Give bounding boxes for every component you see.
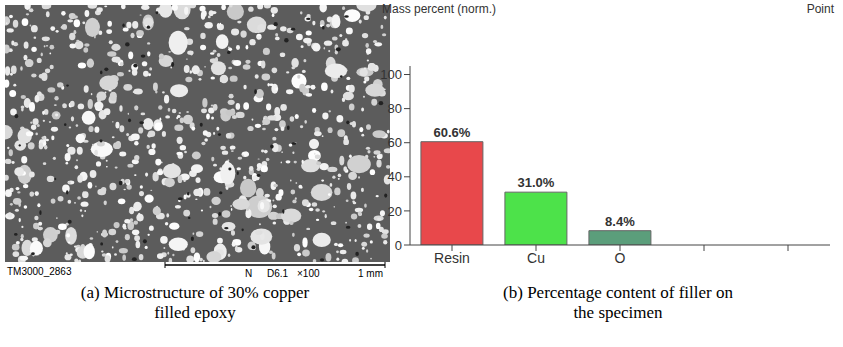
svg-text:100: 100 [380, 67, 402, 82]
svg-text:×100: ×100 [297, 268, 320, 279]
svg-text:Cu: Cu [527, 250, 545, 266]
svg-text:O: O [615, 250, 626, 266]
svg-text:20: 20 [388, 204, 402, 219]
svg-text:1 mm: 1 mm [358, 268, 383, 279]
svg-text:D6.1: D6.1 [267, 268, 289, 279]
svg-text:31.0%: 31.0% [517, 175, 554, 190]
html-text:(a) Microstructure of 30% copp: (a) Microstructure of 30% copper filled … [80, 283, 310, 323]
svg-text:Resin: Resin [434, 250, 470, 266]
svg-text:80: 80 [388, 101, 402, 116]
svg-text:40: 40 [388, 169, 402, 184]
html-text:(b) Percentage content of fill: (b) Percentage content of filler on the … [503, 283, 733, 323]
html-text:Mass percent (norm.): Mass percent (norm.) [382, 2, 496, 16]
html-text:Point: Point [806, 2, 834, 16]
svg-text:N: N [245, 268, 252, 279]
svg-text:0: 0 [395, 238, 402, 253]
svg-text:TM3000_2863: TM3000_2863 [7, 266, 72, 277]
svg-text:8.4%: 8.4% [605, 214, 635, 229]
svg-text:60: 60 [388, 135, 402, 150]
svg-text:60.6%: 60.6% [433, 125, 470, 140]
